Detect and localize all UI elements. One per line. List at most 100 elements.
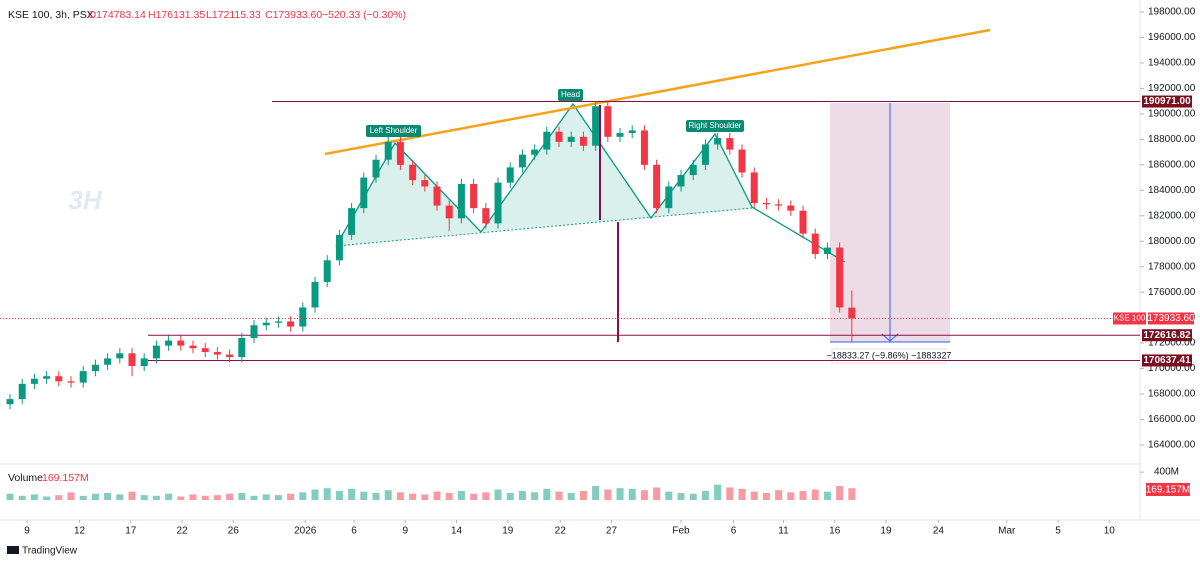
volume-bar	[189, 494, 197, 500]
volume-bar	[543, 488, 551, 500]
candle-body	[714, 138, 722, 145]
candle-body	[140, 358, 148, 367]
volume-bar	[409, 493, 417, 500]
volume-bar	[592, 486, 600, 500]
candle-body	[421, 180, 429, 187]
volume-bar	[787, 492, 795, 500]
pattern-line	[335, 102, 846, 263]
change: −520.33 (−0.30%)	[322, 9, 406, 21]
candle-body	[384, 141, 392, 160]
candle-body	[226, 354, 234, 358]
volume-bar	[91, 493, 99, 500]
x-tick-label: 19	[880, 526, 892, 537]
candle-body	[287, 321, 295, 327]
x-tick-label: 24	[933, 526, 945, 537]
volume-bar	[555, 491, 563, 500]
candle-body	[628, 130, 636, 133]
volume-bar	[104, 493, 112, 500]
label-box	[366, 125, 421, 137]
x-tick-label: 10	[1104, 526, 1116, 537]
volume-bar	[653, 487, 661, 500]
volume-badge-label: 169.157M	[1146, 485, 1190, 496]
volume-bar	[482, 492, 490, 500]
volume-value: 169.157M	[42, 472, 89, 484]
y-tick-label: 176000.00	[1148, 287, 1196, 298]
x-tick-label: 5	[1055, 526, 1061, 537]
y-tick-label: 198000.00	[1148, 7, 1196, 18]
candle-body	[274, 321, 282, 323]
y-tick-label: 172000.00	[1148, 338, 1196, 349]
candle-body	[299, 307, 307, 327]
candle-body	[665, 186, 673, 209]
label-box	[686, 120, 744, 132]
last-price-name: KSE 100	[1114, 314, 1146, 323]
candle-body	[701, 144, 709, 165]
candle-body	[30, 378, 38, 384]
candle-body	[348, 208, 356, 235]
volume-bar	[677, 493, 685, 500]
candle-body	[18, 383, 26, 400]
volume-bar	[311, 489, 319, 500]
volume-bar	[6, 493, 14, 500]
volume-bar	[201, 495, 209, 500]
neckline	[335, 207, 753, 247]
volume-bar	[799, 490, 807, 500]
candle-body	[543, 131, 551, 150]
volume-bar	[140, 495, 148, 500]
volume-bar	[506, 493, 514, 500]
x-tick-label: 11	[778, 526, 789, 537]
symbol: KSE 100, 3h, PSX	[8, 9, 94, 21]
candle-body	[250, 325, 258, 339]
candle-body	[653, 164, 661, 209]
level-badge-label: 170637.41	[1143, 355, 1191, 366]
candle-body	[189, 345, 197, 349]
last-price-badge	[1148, 312, 1194, 325]
x-tick-label: Feb	[672, 526, 690, 537]
level-badge-label: 172616.82	[1143, 330, 1191, 341]
volume-bar	[213, 495, 221, 500]
candle-body	[604, 106, 612, 137]
volume-bar	[396, 492, 404, 500]
candle-body	[592, 106, 600, 146]
candle-body	[128, 353, 136, 367]
candle-body	[409, 164, 417, 181]
volume-bar	[384, 490, 392, 500]
trendline	[324, 28, 991, 156]
candle-body	[372, 159, 380, 178]
last-price-name-box	[1113, 312, 1146, 325]
volume-bar	[43, 496, 51, 500]
candle-body	[775, 204, 783, 206]
x-tick-label: 9	[403, 526, 409, 537]
volume-bar	[433, 491, 441, 500]
ohlc-close: C173933.60	[265, 9, 322, 21]
x-tick-label: 16	[829, 526, 841, 537]
volume-bar	[714, 484, 722, 500]
volume-bar	[55, 495, 63, 500]
volume-bar	[128, 491, 136, 500]
x-tick-label: 14	[451, 526, 463, 537]
candle-body	[43, 376, 51, 379]
y-tick-label: 192000.00	[1148, 83, 1196, 94]
candle-body	[738, 149, 746, 173]
candle-body	[677, 175, 685, 187]
volume-bar	[836, 486, 844, 500]
candle-body	[238, 338, 246, 358]
candle-body	[55, 376, 63, 382]
pattern-fill	[336, 104, 752, 246]
volume-bar	[30, 494, 38, 500]
y-tick-label: 180000.00	[1148, 236, 1196, 247]
volume-bar	[518, 490, 526, 500]
candle-body	[811, 233, 819, 254]
brand-logo	[7, 546, 19, 554]
candle-body	[335, 234, 343, 261]
candle-body	[6, 399, 14, 405]
y-tick-label: 170000.00	[1148, 363, 1196, 374]
candle-body	[177, 340, 185, 346]
volume-bar	[811, 489, 819, 500]
watermark: 3H	[68, 185, 102, 215]
candle-body	[848, 307, 856, 319]
volume-bar	[165, 493, 173, 500]
volume-bar	[152, 495, 160, 500]
candle-body	[323, 260, 331, 282]
